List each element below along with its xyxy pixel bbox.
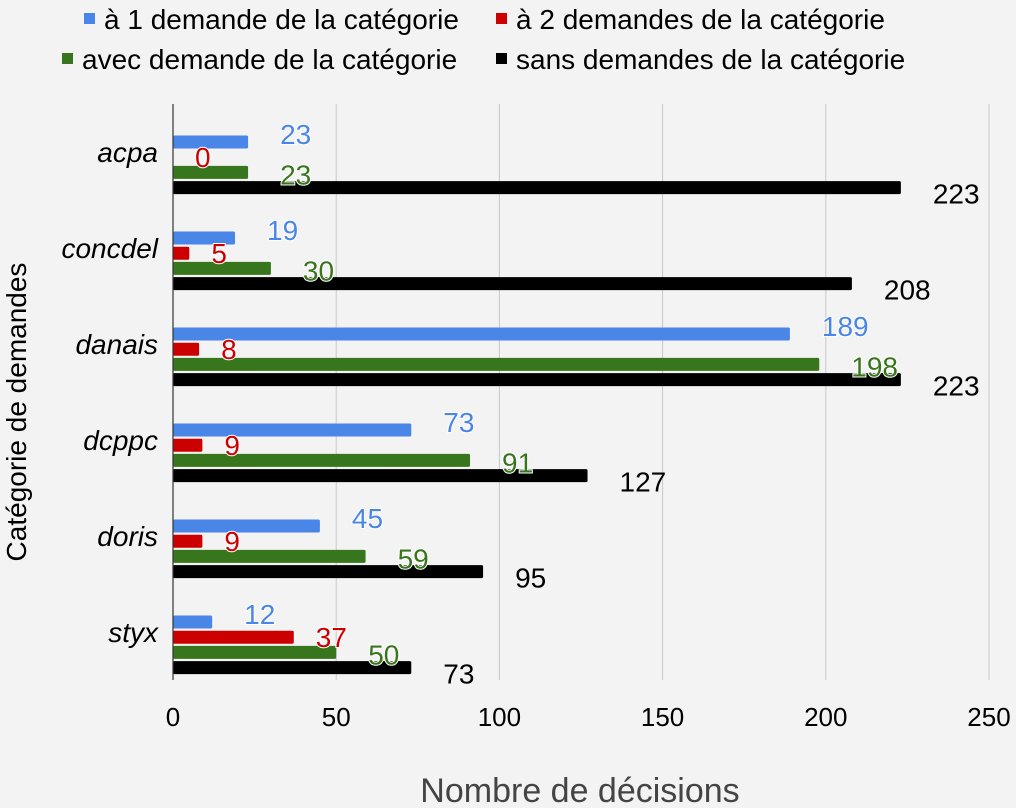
bar [173, 438, 203, 452]
data-labels: 23 19 189 73 45 12 0 5 8 9 9 37 23 30 198 91 59 50 223 208 2… [194, 118, 980, 690]
bars [173, 135, 901, 675]
bar-value-label: 50 [368, 639, 399, 670]
bar [173, 615, 213, 629]
bar-value-label: 23 [280, 119, 311, 150]
bar-value-label: 91 [502, 447, 533, 478]
bar-value-label: 59 [398, 543, 429, 574]
x-tick-label: 250 [967, 702, 1010, 732]
bar [173, 661, 412, 675]
bar [173, 357, 820, 371]
legend-label: à 2 demandes de la catégorie [516, 4, 885, 35]
bar [173, 231, 236, 245]
y-axis-title: Catégorie de demandes [1, 263, 32, 562]
bar-value-label: 73 [443, 659, 474, 690]
bar-value-label: 37 [316, 622, 347, 653]
bar-value-label: 208 [884, 275, 931, 306]
category-label: acpa [97, 137, 158, 168]
bar [173, 565, 484, 579]
bar-value-label: 19 [267, 215, 298, 246]
bar [173, 277, 852, 291]
bar-value-label: 223 [933, 371, 980, 402]
x-tick-label: 150 [641, 702, 684, 732]
bar [173, 135, 249, 149]
x-axis-title: Nombre de décisions [420, 772, 739, 808]
bar [173, 519, 320, 533]
x-tick-label: 0 [166, 702, 180, 732]
legend: à 1 demande de la catégorie à 2 demandes … [62, 4, 905, 75]
bar [173, 630, 294, 644]
bar-value-label: 5 [211, 238, 227, 269]
legend-swatch [496, 53, 507, 64]
bar-value-label: 45 [352, 503, 383, 534]
legend-label: à 1 demande de la catégorie [104, 4, 459, 35]
bar [173, 181, 901, 195]
legend-label: sans demandes de la catégorie [516, 44, 905, 75]
bar-value-label: 95 [515, 563, 546, 594]
bar [173, 165, 249, 179]
bar-value-label: 127 [620, 467, 667, 498]
x-tick-label: 100 [478, 702, 521, 732]
bar-value-label: 12 [244, 599, 275, 630]
legend-swatch [496, 13, 507, 24]
bar [173, 469, 588, 483]
bar [173, 373, 901, 387]
bar-value-label: 189 [822, 311, 869, 342]
legend-swatch [84, 13, 95, 24]
bar-value-label: 223 [933, 179, 980, 210]
bar [173, 645, 337, 659]
category-label: doris [97, 521, 158, 552]
category-label: styx [108, 617, 159, 648]
bar-value-label: 0 [195, 142, 211, 173]
category-label: dcppc [83, 425, 158, 456]
bar [173, 246, 190, 260]
bar [173, 549, 366, 563]
bar-value-label: 198 [851, 351, 898, 382]
x-tick-label: 50 [322, 702, 351, 732]
bar [173, 261, 271, 275]
bar-value-label: 30 [303, 255, 334, 286]
x-tick-label: 200 [804, 702, 847, 732]
axes: 0 50 100 150 200 250acpaconcdeldanaisdcppcdor… [61, 104, 1011, 732]
gridlines [335, 104, 990, 680]
bar-value-label: 9 [224, 526, 240, 557]
legend-label: avec demande de la catégorie [82, 44, 457, 75]
bar-value-label: 73 [443, 407, 474, 438]
bar [173, 534, 203, 548]
bar [173, 342, 200, 356]
category-label: concdel [61, 233, 158, 264]
category-label: danais [75, 329, 158, 360]
bar-value-label: 8 [221, 334, 237, 365]
bar [173, 327, 790, 341]
bar [173, 423, 412, 437]
bar [173, 453, 471, 467]
legend-swatch [62, 53, 73, 64]
bar-value-label: 23 [280, 159, 311, 190]
bar-value-label: 9 [224, 430, 240, 461]
